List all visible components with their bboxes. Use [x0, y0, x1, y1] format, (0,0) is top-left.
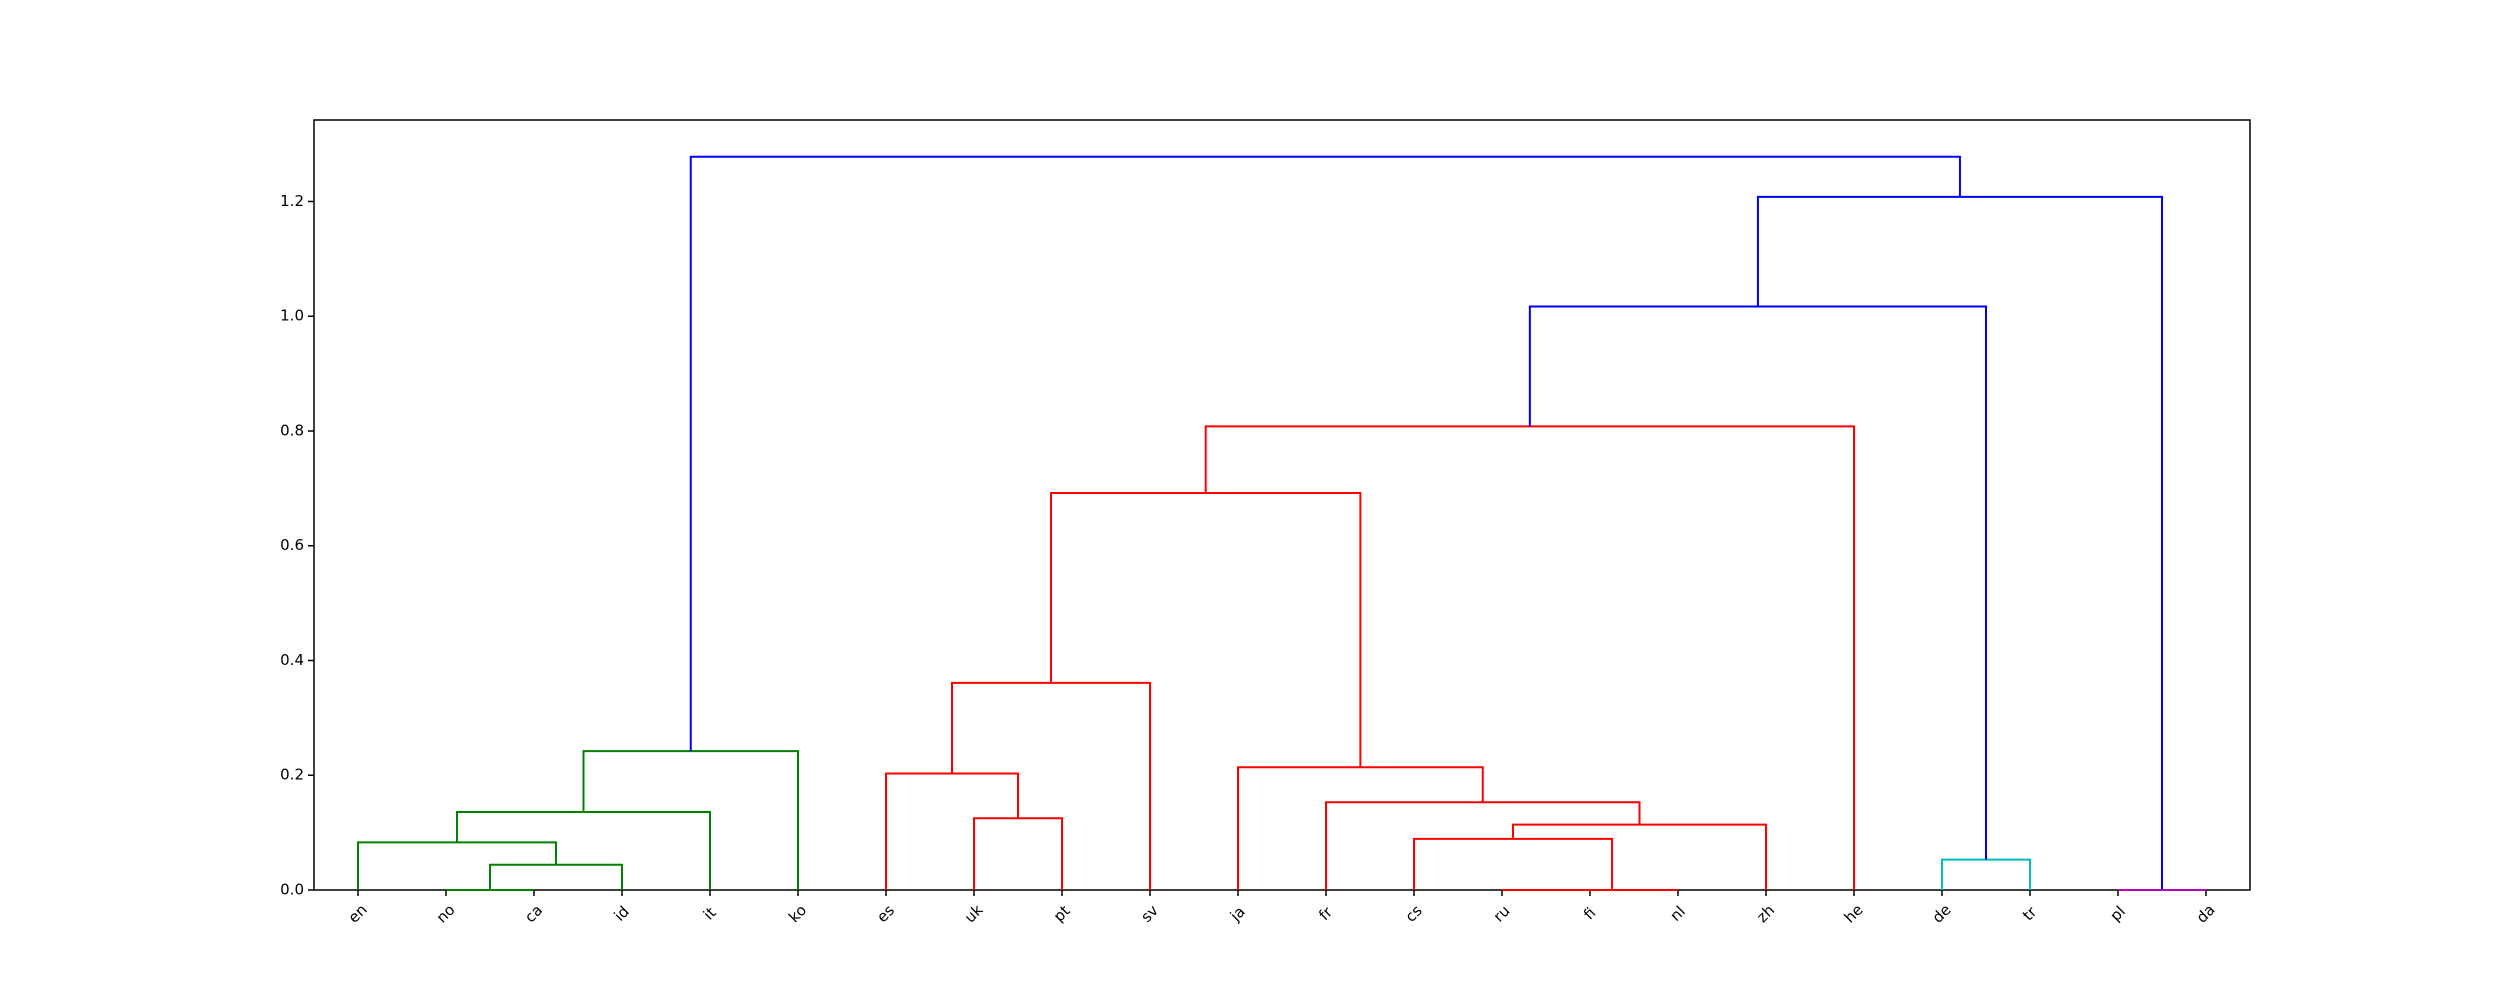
- x-tick-label: en: [345, 901, 371, 927]
- x-tick-label: tr: [2019, 902, 2041, 924]
- x-tick-label: it: [700, 904, 720, 924]
- x-tick-label: ja: [1226, 903, 1249, 926]
- y-tick-label: 0.4: [280, 651, 304, 669]
- x-tick-label: id: [610, 902, 632, 924]
- dendrogram-link: [689, 155, 1961, 752]
- y-tick-label: 1.0: [280, 307, 304, 325]
- x-tick-label: de: [1929, 901, 1955, 927]
- dendrogram-link: [1413, 837, 1613, 890]
- dendrogram-link: [1941, 858, 2031, 890]
- dendrogram-link: [456, 810, 711, 890]
- x-tick-label: he: [1841, 901, 1867, 927]
- dendrogram-link: [951, 681, 1151, 890]
- x-tick-label: pt: [1050, 902, 1074, 926]
- plot-frame: [313, 119, 2251, 891]
- dendrogram-link: [1325, 801, 1641, 890]
- y-tick-label: 0.8: [280, 421, 304, 439]
- x-tick-label: pl: [2106, 902, 2128, 924]
- x-tick-label: sv: [1137, 901, 1162, 926]
- dendrogram-link: [582, 750, 799, 890]
- x-tick-label: ko: [785, 901, 810, 926]
- dendrogram-link: [1050, 491, 1362, 768]
- x-tick-label: zh: [1753, 901, 1778, 926]
- x-tick-label: es: [873, 901, 898, 926]
- x-tick-label: fr: [1315, 903, 1336, 924]
- dendrogram-link: [973, 817, 1063, 890]
- dendrogram-link: [1756, 195, 2163, 890]
- y-tick-label: 0.0: [280, 881, 304, 899]
- x-tick-label: ca: [521, 901, 546, 926]
- y-tick-label: 0.6: [280, 536, 304, 554]
- dendrogram-link: [489, 863, 623, 890]
- dendrogram-link: [357, 841, 557, 890]
- x-tick-label: no: [433, 901, 459, 927]
- x-tick-label: cs: [1402, 901, 1426, 925]
- dendrogram-link: [885, 772, 1019, 890]
- x-tick-label: uk: [961, 901, 987, 927]
- x-tick-label: nl: [1666, 902, 1688, 924]
- x-tick-label: fi: [1580, 904, 1599, 923]
- dendrogram-link: [1237, 766, 1484, 890]
- y-tick-label: 1.2: [280, 192, 304, 210]
- dendrogram-link: [1204, 425, 1855, 890]
- dendrogram-link: [1528, 305, 1987, 860]
- x-tick-label: da: [2193, 901, 2219, 927]
- x-tick-label: ru: [1490, 902, 1514, 926]
- y-tick-label: 0.2: [280, 766, 304, 784]
- dendrogram-link: [1512, 823, 1767, 890]
